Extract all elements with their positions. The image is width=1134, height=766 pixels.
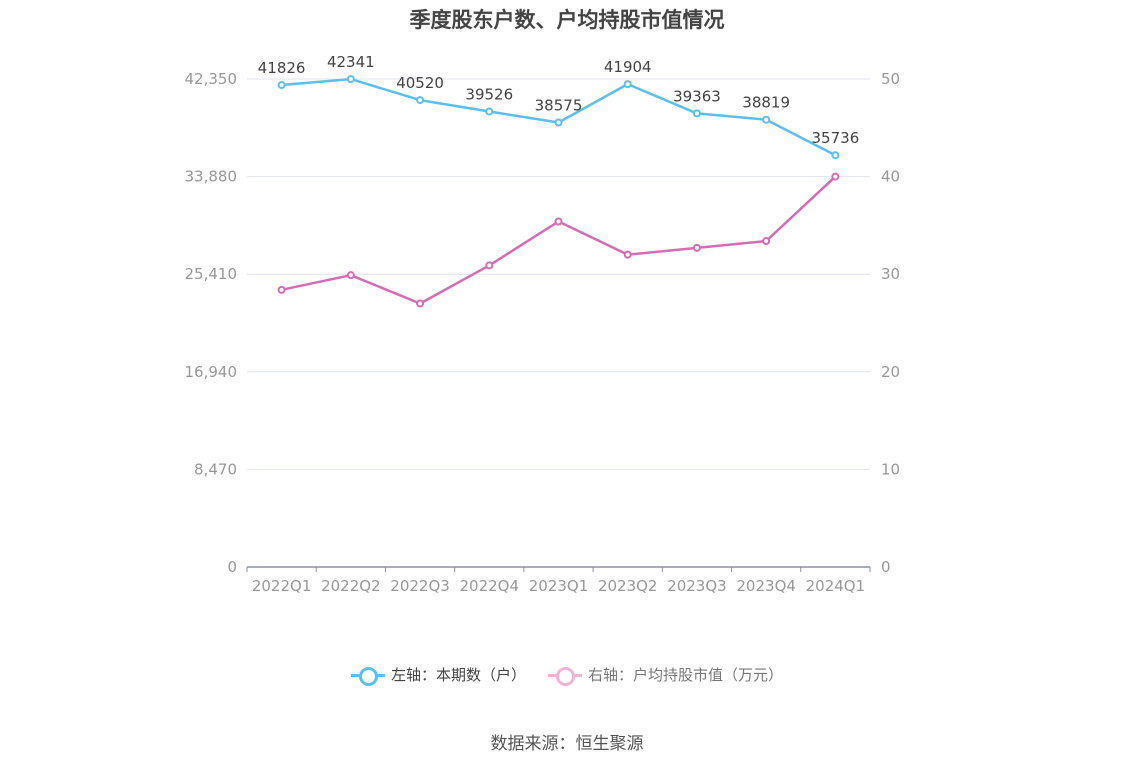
x-axis-tick-label: 2022Q1 — [252, 577, 312, 595]
data-label: 39363 — [673, 87, 721, 105]
right-series-point — [277, 285, 286, 294]
legend-marker-left-icon — [350, 665, 385, 686]
left-axis-tick-label: 42,350 — [185, 70, 238, 88]
data-labels: 41826 42341 40520 39526 38575 41904 39363 38819… — [258, 53, 859, 147]
legend-marker-right-icon — [548, 665, 582, 686]
left-series-point — [277, 81, 286, 90]
legend-item-left-series[interactable]: 左轴：本期数（户） — [350, 664, 526, 686]
right-series-point — [623, 250, 632, 259]
data-label: 40520 — [396, 74, 444, 92]
x-axis-tick-label: 2024Q1 — [806, 577, 866, 595]
left-series-point — [554, 118, 563, 127]
series — [277, 75, 840, 308]
data-label: 38575 — [535, 96, 583, 114]
right-axis-tick-label: 20 — [881, 363, 900, 381]
right-series-point — [692, 243, 701, 252]
left-axis-tick-label: 16,940 — [185, 363, 238, 381]
data-label: 35736 — [812, 129, 860, 147]
left-series-point — [346, 75, 355, 84]
data-label: 42341 — [327, 53, 375, 71]
line-chart: 0 0 8,470 10 16,940 20 25,410 30 33,880 40 42,350 5… — [185, 53, 901, 595]
legend-label-right: 右轴：户均持股市值（万元） — [588, 666, 784, 684]
x-axis-tick-label: 2022Q3 — [390, 577, 450, 595]
right-series-point — [346, 271, 355, 280]
left-series-point — [485, 107, 494, 116]
grid-lines — [247, 78, 870, 470]
x-axis-tick-label: 2023Q4 — [736, 577, 796, 595]
data-label: 38819 — [742, 94, 790, 112]
right-series-point — [831, 172, 840, 181]
left-axis-tick-label: 0 — [227, 558, 237, 576]
right-series-point — [554, 217, 563, 226]
left-series-point — [692, 109, 701, 118]
chart-title: 季度股东户数、户均持股市值情况 — [409, 8, 725, 32]
data-label: 39526 — [465, 86, 513, 104]
axes: 0 0 8,470 10 16,940 20 25,410 30 33,880 40 42,350 5… — [185, 70, 901, 595]
right-axis-tick-label: 0 — [881, 558, 891, 576]
right-series-line — [281, 175, 837, 305]
left-axis-tick-label: 25,410 — [185, 265, 238, 283]
source-note: 数据来源：恒生聚源 — [490, 734, 644, 754]
right-axis-tick-label: 50 — [881, 70, 900, 88]
left-series-point — [623, 80, 632, 89]
right-axis-tick-label: 40 — [881, 168, 900, 186]
x-axis-tick-label: 2023Q1 — [529, 577, 589, 595]
legend: 左轴：本期数（户） 右轴：户均持股市值（万元） — [0, 664, 1134, 686]
x-axis-tick-label: 2023Q2 — [598, 577, 658, 595]
right-series-point — [416, 299, 425, 308]
x-axis-tick-label: 2022Q2 — [321, 577, 381, 595]
right-series-point — [485, 261, 494, 270]
right-axis-tick-label: 10 — [881, 460, 900, 478]
left-axis-tick-label: 33,880 — [185, 168, 238, 186]
x-axis-tick-label: 2022Q4 — [460, 577, 520, 595]
right-axis-tick-label: 30 — [881, 265, 900, 283]
left-series-point — [762, 115, 771, 124]
data-label: 41826 — [258, 59, 306, 77]
legend-label-left: 左轴：本期数（户） — [390, 666, 526, 684]
x-axis-tick-label: 2023Q3 — [667, 577, 727, 595]
left-series-line — [281, 77, 836, 157]
left-series-point — [831, 151, 840, 160]
right-series-point — [762, 237, 771, 246]
data-label: 41904 — [604, 58, 652, 76]
legend-item-right-series[interactable]: 右轴：户均持股市值（万元） — [548, 664, 784, 686]
left-series-point — [416, 96, 425, 105]
left-axis-tick-label: 8,470 — [194, 460, 237, 478]
